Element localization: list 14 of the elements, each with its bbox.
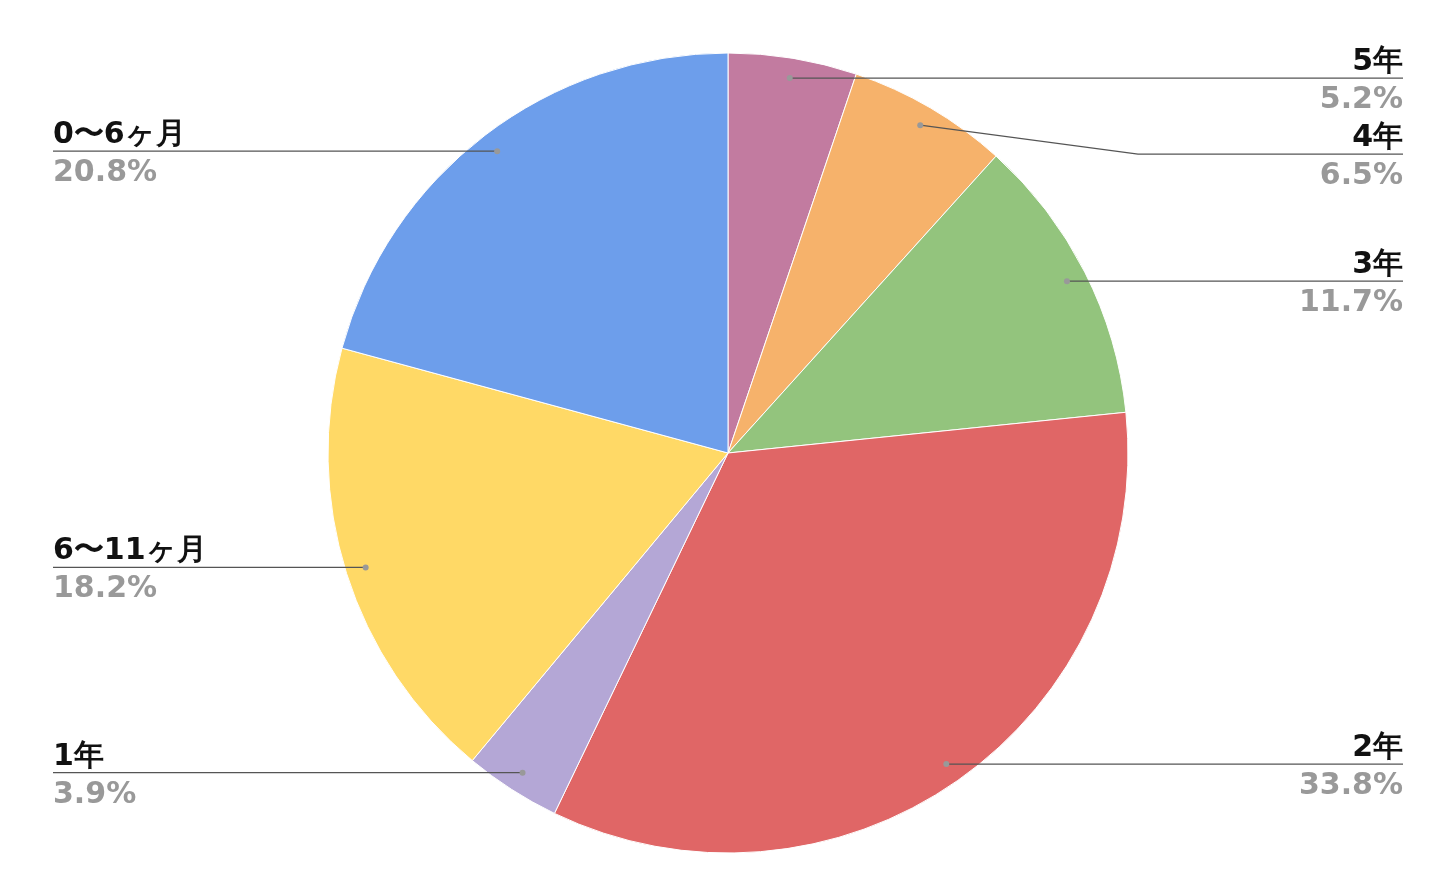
- data-label: 6.5%: [1319, 156, 1403, 192]
- data-label: 3.9%: [53, 774, 137, 810]
- data-label: 5.2%: [1319, 80, 1403, 116]
- slice-label: 3年: [1352, 245, 1403, 281]
- data-label: 33.8%: [1298, 766, 1403, 802]
- data-label: 20.8%: [53, 153, 158, 189]
- slice-label: 5年: [1352, 42, 1403, 78]
- slice-label: 2年: [1352, 728, 1403, 764]
- slice-label: 4年: [1352, 118, 1403, 154]
- slice-label: 6〜11ヶ月: [53, 531, 207, 567]
- data-label: 11.7%: [1298, 283, 1403, 319]
- data-label: 18.2%: [53, 569, 158, 605]
- slice-label: 1年: [53, 736, 104, 772]
- slice-label: 0〜6ヶ月: [53, 115, 186, 151]
